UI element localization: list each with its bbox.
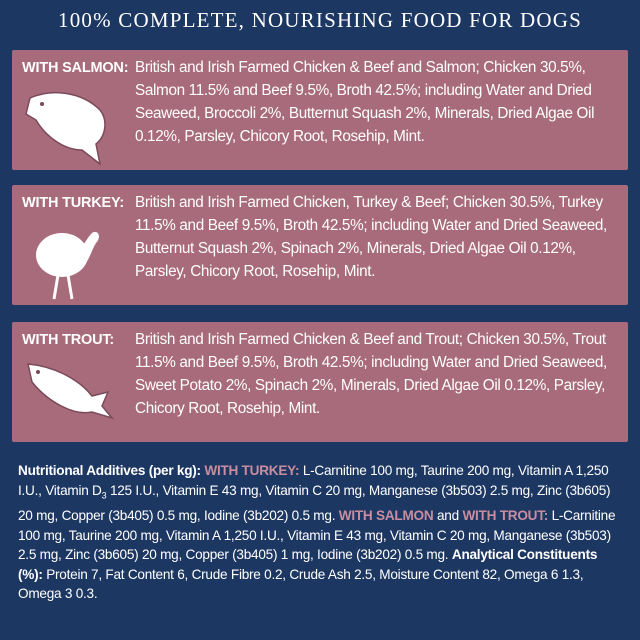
panel-text: British and Irish Farmed Chicken, Turkey… bbox=[135, 194, 607, 280]
text: L-Carnitine 100 mg, Taurine 200 mg, Vita… bbox=[18, 507, 616, 563]
text: 125 I.U., Vitamin E 43 mg, Vitamin C 20 … bbox=[18, 482, 611, 523]
panel-label: WITH TROUT: bbox=[22, 332, 115, 348]
panel: WITH SALMON: British and Irish Farmed Ch… bbox=[12, 50, 628, 170]
panel: WITH TROUT: British and Irish Farmed Chi… bbox=[12, 322, 628, 442]
variant-label: WITH TURKEY: bbox=[204, 463, 300, 478]
variant-label: WITH SALMON bbox=[338, 507, 434, 523]
heading: Nutritional Additives (per kg): bbox=[18, 463, 201, 478]
title: 100% COMPLETE, NOURISHING FOOD FOR DOGS bbox=[58, 8, 582, 32]
salmon-icon bbox=[25, 91, 106, 166]
text: L-Carnitine 100 mg, Taurine 200 mg, Vita… bbox=[18, 463, 609, 498]
panel-text: British and Irish Farmed Chicken & Beef … bbox=[135, 59, 595, 145]
heading: Analytical Constituents (%): bbox=[18, 547, 598, 582]
variant-label: WITH TROUT: bbox=[462, 507, 549, 523]
subscript: 3 bbox=[101, 490, 107, 501]
panel: WITH TURKEY: British and Irish Farmed Ch… bbox=[12, 185, 628, 305]
text: and bbox=[436, 507, 459, 523]
panel-label: WITH TURKEY: bbox=[22, 195, 125, 211]
nutrition-text: Nutritional Additives (per kg): WITH TUR… bbox=[18, 461, 624, 604]
panel-label: WITH SALMON: bbox=[22, 60, 129, 76]
panel-text: British and Irish Farmed Chicken & Beef … bbox=[135, 331, 607, 417]
trout-icon bbox=[27, 363, 115, 420]
turkey-icon bbox=[36, 231, 99, 300]
text: Protein 7, Fat Content 6, Crude Fibre 0.… bbox=[18, 566, 584, 602]
